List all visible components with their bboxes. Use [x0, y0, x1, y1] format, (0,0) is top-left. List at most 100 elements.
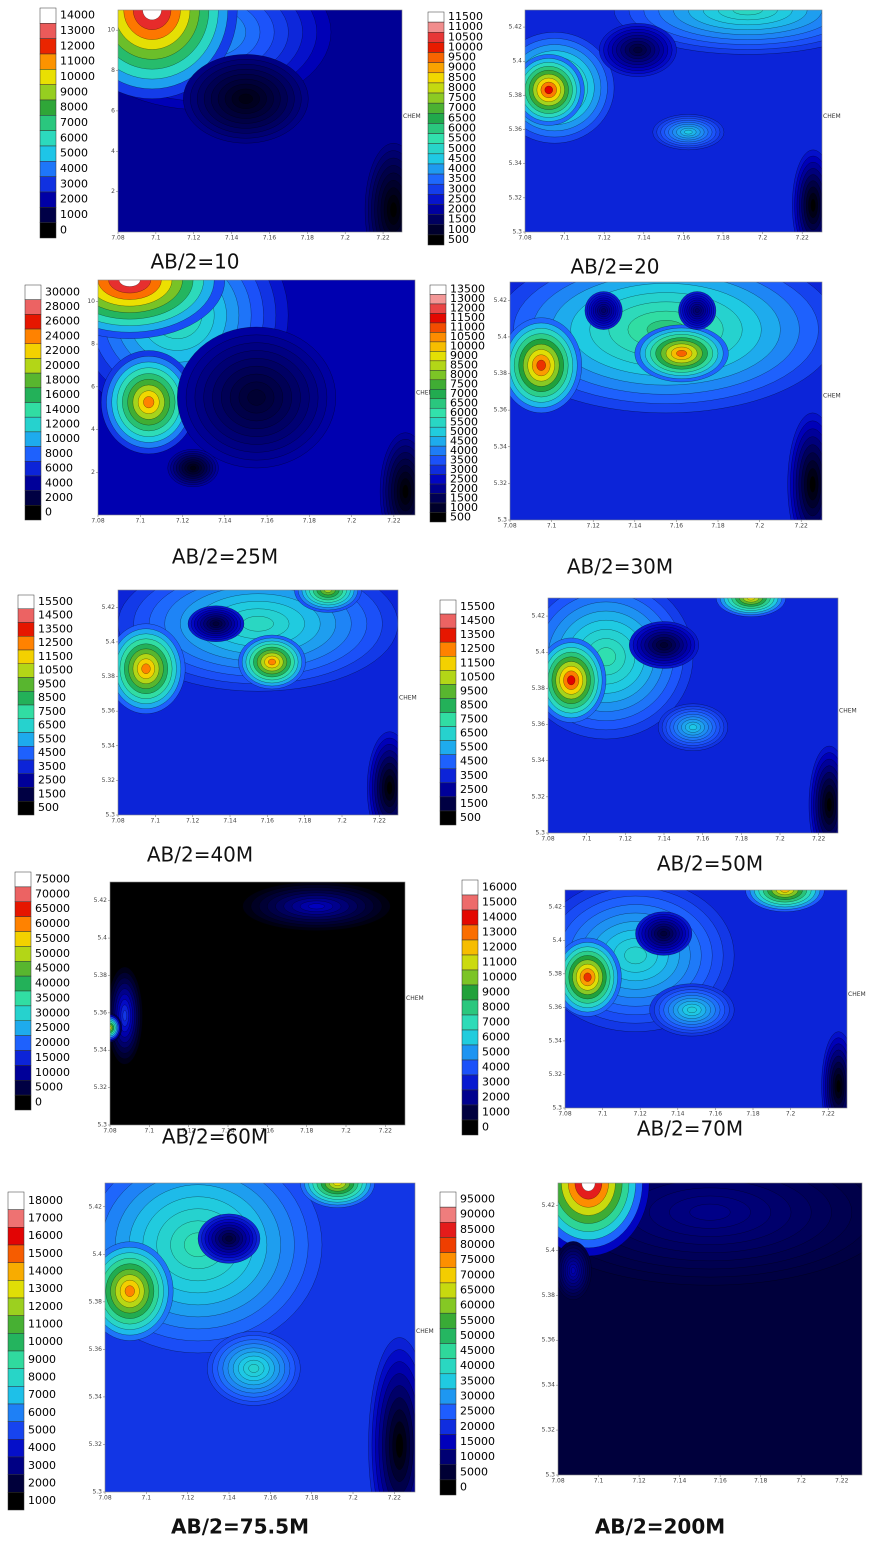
panel-caption: AB/2=20 — [570, 255, 659, 279]
colorbar-label: 9000 — [448, 61, 476, 74]
contour-panel: 1150011000105001000095009000850080007500… — [427, 9, 841, 279]
panel-caption: AB/2=60M — [162, 1125, 268, 1149]
colorbar-cell — [17, 677, 35, 692]
contour-band — [247, 389, 266, 406]
colorbar-cell — [429, 313, 447, 324]
colorbar-cell — [17, 649, 35, 664]
contour-band — [402, 484, 409, 499]
colorbar-cell — [461, 939, 479, 956]
colorbar-label: 15000 — [35, 1051, 70, 1064]
colorbar-cell — [39, 207, 57, 223]
colorbar-label: 3500 — [450, 453, 478, 466]
x-tick-label: 7.12 — [181, 1495, 195, 1502]
colorbar-label: 1000 — [28, 1494, 56, 1507]
colorbar-label: 20000 — [35, 1036, 70, 1049]
colorbar-cell — [427, 102, 445, 114]
contour-field — [525, 10, 822, 232]
colorbar-cell — [14, 1080, 32, 1096]
colorbar-label: 5000 — [60, 147, 88, 160]
colorbar-cell — [427, 62, 445, 74]
colorbar-cell — [461, 969, 479, 986]
x-tick-label: 7.14 — [223, 818, 237, 825]
colorbar-cell — [439, 1312, 457, 1329]
contour-band — [248, 1364, 260, 1373]
colorbar-cell — [7, 1333, 25, 1352]
colorbar-label: 55000 — [460, 1314, 495, 1327]
colorbar-cell — [17, 594, 35, 609]
colorbar-label: 15500 — [38, 595, 73, 608]
colorbar-cell — [427, 113, 445, 124]
colorbar-label: 15500 — [460, 600, 495, 613]
colorbar-label: 10000 — [448, 40, 483, 53]
colorbar-label: 13000 — [28, 1282, 63, 1295]
colorbar-cell — [17, 746, 35, 761]
colorbar-cell — [7, 1368, 25, 1387]
colorbar-cell — [39, 191, 57, 208]
y-tick-label: 5.38 — [509, 92, 523, 99]
colorbar-cell — [39, 161, 57, 177]
colorbar-cell — [14, 946, 32, 962]
colorbar-cell — [439, 1191, 457, 1208]
y-tick-label: 5.3 — [497, 517, 507, 524]
colorbar-label: 4000 — [60, 162, 88, 175]
x-tick-label: 7.2 — [755, 523, 765, 530]
colorbar-label: 9500 — [448, 51, 476, 64]
contour-band — [826, 798, 832, 812]
y-tick-label: 5.36 — [532, 721, 546, 728]
colorbar-cell — [429, 360, 447, 371]
colorbar-cell — [7, 1439, 25, 1458]
colorbar-label: 0 — [60, 223, 67, 236]
colorbar-label: 1000 — [482, 1106, 510, 1119]
contour-band — [583, 972, 592, 982]
y-tick-label: 5.36 — [549, 1004, 563, 1011]
colorbar-cell — [14, 871, 32, 888]
colorbar-cell — [439, 1434, 457, 1450]
x-tick-label: 7.1 — [151, 235, 161, 242]
colorbar-cell — [14, 1035, 32, 1051]
x-tick-label: 7.1 — [135, 518, 145, 525]
colorbar-cell — [427, 234, 445, 246]
x-tick-label: 7.12 — [632, 1478, 646, 1485]
colorbar-cell — [439, 1282, 457, 1299]
colorbar-cell — [24, 490, 42, 506]
colorbar-cell — [439, 1419, 457, 1435]
x-tick-label: 7.16 — [677, 235, 691, 242]
colorbar-label: 1500 — [460, 797, 488, 810]
x-tick-label: 7.1 — [151, 818, 161, 825]
colorbar-cell — [17, 718, 35, 733]
colorbar-cell — [39, 53, 57, 70]
colorbar-cell — [461, 1119, 479, 1136]
x-tick-label: 7.12 — [634, 1111, 648, 1118]
colorbar-label: 2500 — [448, 192, 476, 205]
contour-band — [836, 1079, 841, 1093]
colorbar-cell — [429, 426, 447, 437]
x-tick-label: 7.14 — [218, 518, 232, 525]
x-tick-label: 7.18 — [754, 1478, 768, 1485]
colorbar-label: 13000 — [450, 292, 485, 305]
colorbar-cell — [439, 1449, 457, 1465]
y-tick-label: 5.38 — [102, 673, 116, 680]
colorbar-cell — [24, 372, 42, 389]
colorbar-cell — [427, 82, 445, 94]
colorbar-label: 60000 — [460, 1299, 495, 1312]
y-tick-label: 5.34 — [549, 1037, 563, 1044]
y-tick-label: 8 — [111, 67, 115, 74]
y-tick-label: 5.3 — [105, 812, 115, 819]
contour-band — [687, 1006, 697, 1014]
colorbar-cell — [427, 143, 445, 155]
colorbar-label: 6500 — [448, 111, 476, 124]
colorbar-cell — [429, 379, 447, 390]
colorbar-label: 12500 — [460, 642, 495, 655]
colorbar-label: 13500 — [450, 283, 485, 296]
colorbar-cell — [439, 810, 457, 826]
contour-band — [544, 85, 553, 95]
colorbar-cell — [429, 502, 447, 513]
colorbar-cell — [427, 204, 445, 215]
colorbar-label: 14500 — [460, 614, 495, 627]
colorbar-label: 4000 — [448, 162, 476, 175]
y-tick-label: 5.42 — [549, 903, 563, 910]
y-tick-label: 5.4 — [105, 638, 115, 645]
colorbar-label: 10000 — [28, 1335, 63, 1348]
colorbar-cell — [24, 431, 42, 447]
